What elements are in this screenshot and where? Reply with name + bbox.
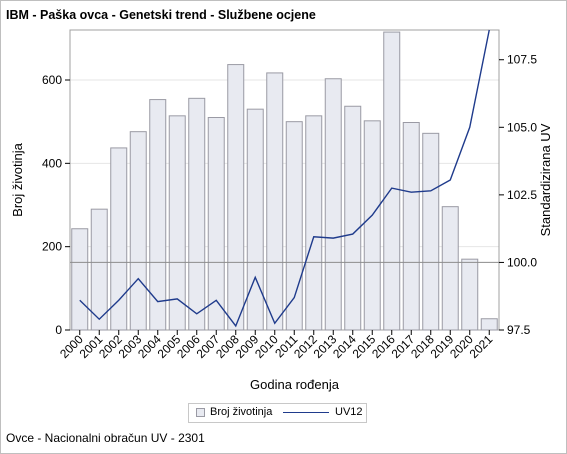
bar-2011 <box>285 121 303 331</box>
y-tick-label: 0 <box>55 323 62 337</box>
x-axis-label: Godina rođenja <box>250 377 340 392</box>
bar-2013 <box>324 78 342 331</box>
y-tick-label: 400 <box>42 156 62 170</box>
bar-2012 <box>305 115 323 331</box>
x-tick-label: 2021 <box>467 332 496 361</box>
bar-2015 <box>363 120 381 331</box>
bar-2006 <box>188 97 206 331</box>
bar-2007 <box>207 117 225 331</box>
y2-axis-label: Standardizirana UV <box>538 123 553 236</box>
y-axis-label: Broj životinja <box>10 142 25 216</box>
y2-tick-label: 105.0 <box>507 120 537 134</box>
bar-2009 <box>246 108 264 331</box>
y-tick-label: 600 <box>42 73 62 87</box>
chart-title: IBM - Paška ovca - Genetski trend - Služ… <box>6 8 316 22</box>
bar-2019 <box>441 206 459 331</box>
bar-2020 <box>461 258 479 331</box>
bar-2005 <box>168 115 186 331</box>
bar-2014 <box>344 105 362 331</box>
plot-area <box>69 29 500 331</box>
y2-tick-label: 100.0 <box>507 255 537 269</box>
bar-2000 <box>71 228 89 331</box>
legend-bar-swatch <box>196 408 205 417</box>
y2-tick-label: 102.5 <box>507 188 537 202</box>
legend: Broj životinja UV12 <box>188 403 367 423</box>
bars-layer <box>71 31 498 331</box>
series-line-uv12 <box>79 29 490 328</box>
y2-tick-label: 97.5 <box>507 323 531 337</box>
footer-note: Ovce - Nacionalni obračun UV - 2301 <box>6 431 205 445</box>
bar-2002 <box>110 147 128 331</box>
bar-2017 <box>402 122 420 331</box>
y-tick-label: 200 <box>42 240 62 254</box>
bar-2021 <box>480 318 498 331</box>
bar-2008 <box>227 64 245 331</box>
y2-tick-label: 107.5 <box>507 53 537 67</box>
legend-line-swatch <box>283 412 329 413</box>
bar-2018 <box>422 132 440 331</box>
bar-2016 <box>383 31 401 331</box>
legend-line-label: UV12 <box>335 406 363 418</box>
line-layer <box>79 29 490 328</box>
legend-bar-label: Broj životinja <box>210 406 273 418</box>
bar-2001 <box>90 208 108 331</box>
bar-2003 <box>129 131 147 331</box>
bar-2010 <box>266 72 284 331</box>
